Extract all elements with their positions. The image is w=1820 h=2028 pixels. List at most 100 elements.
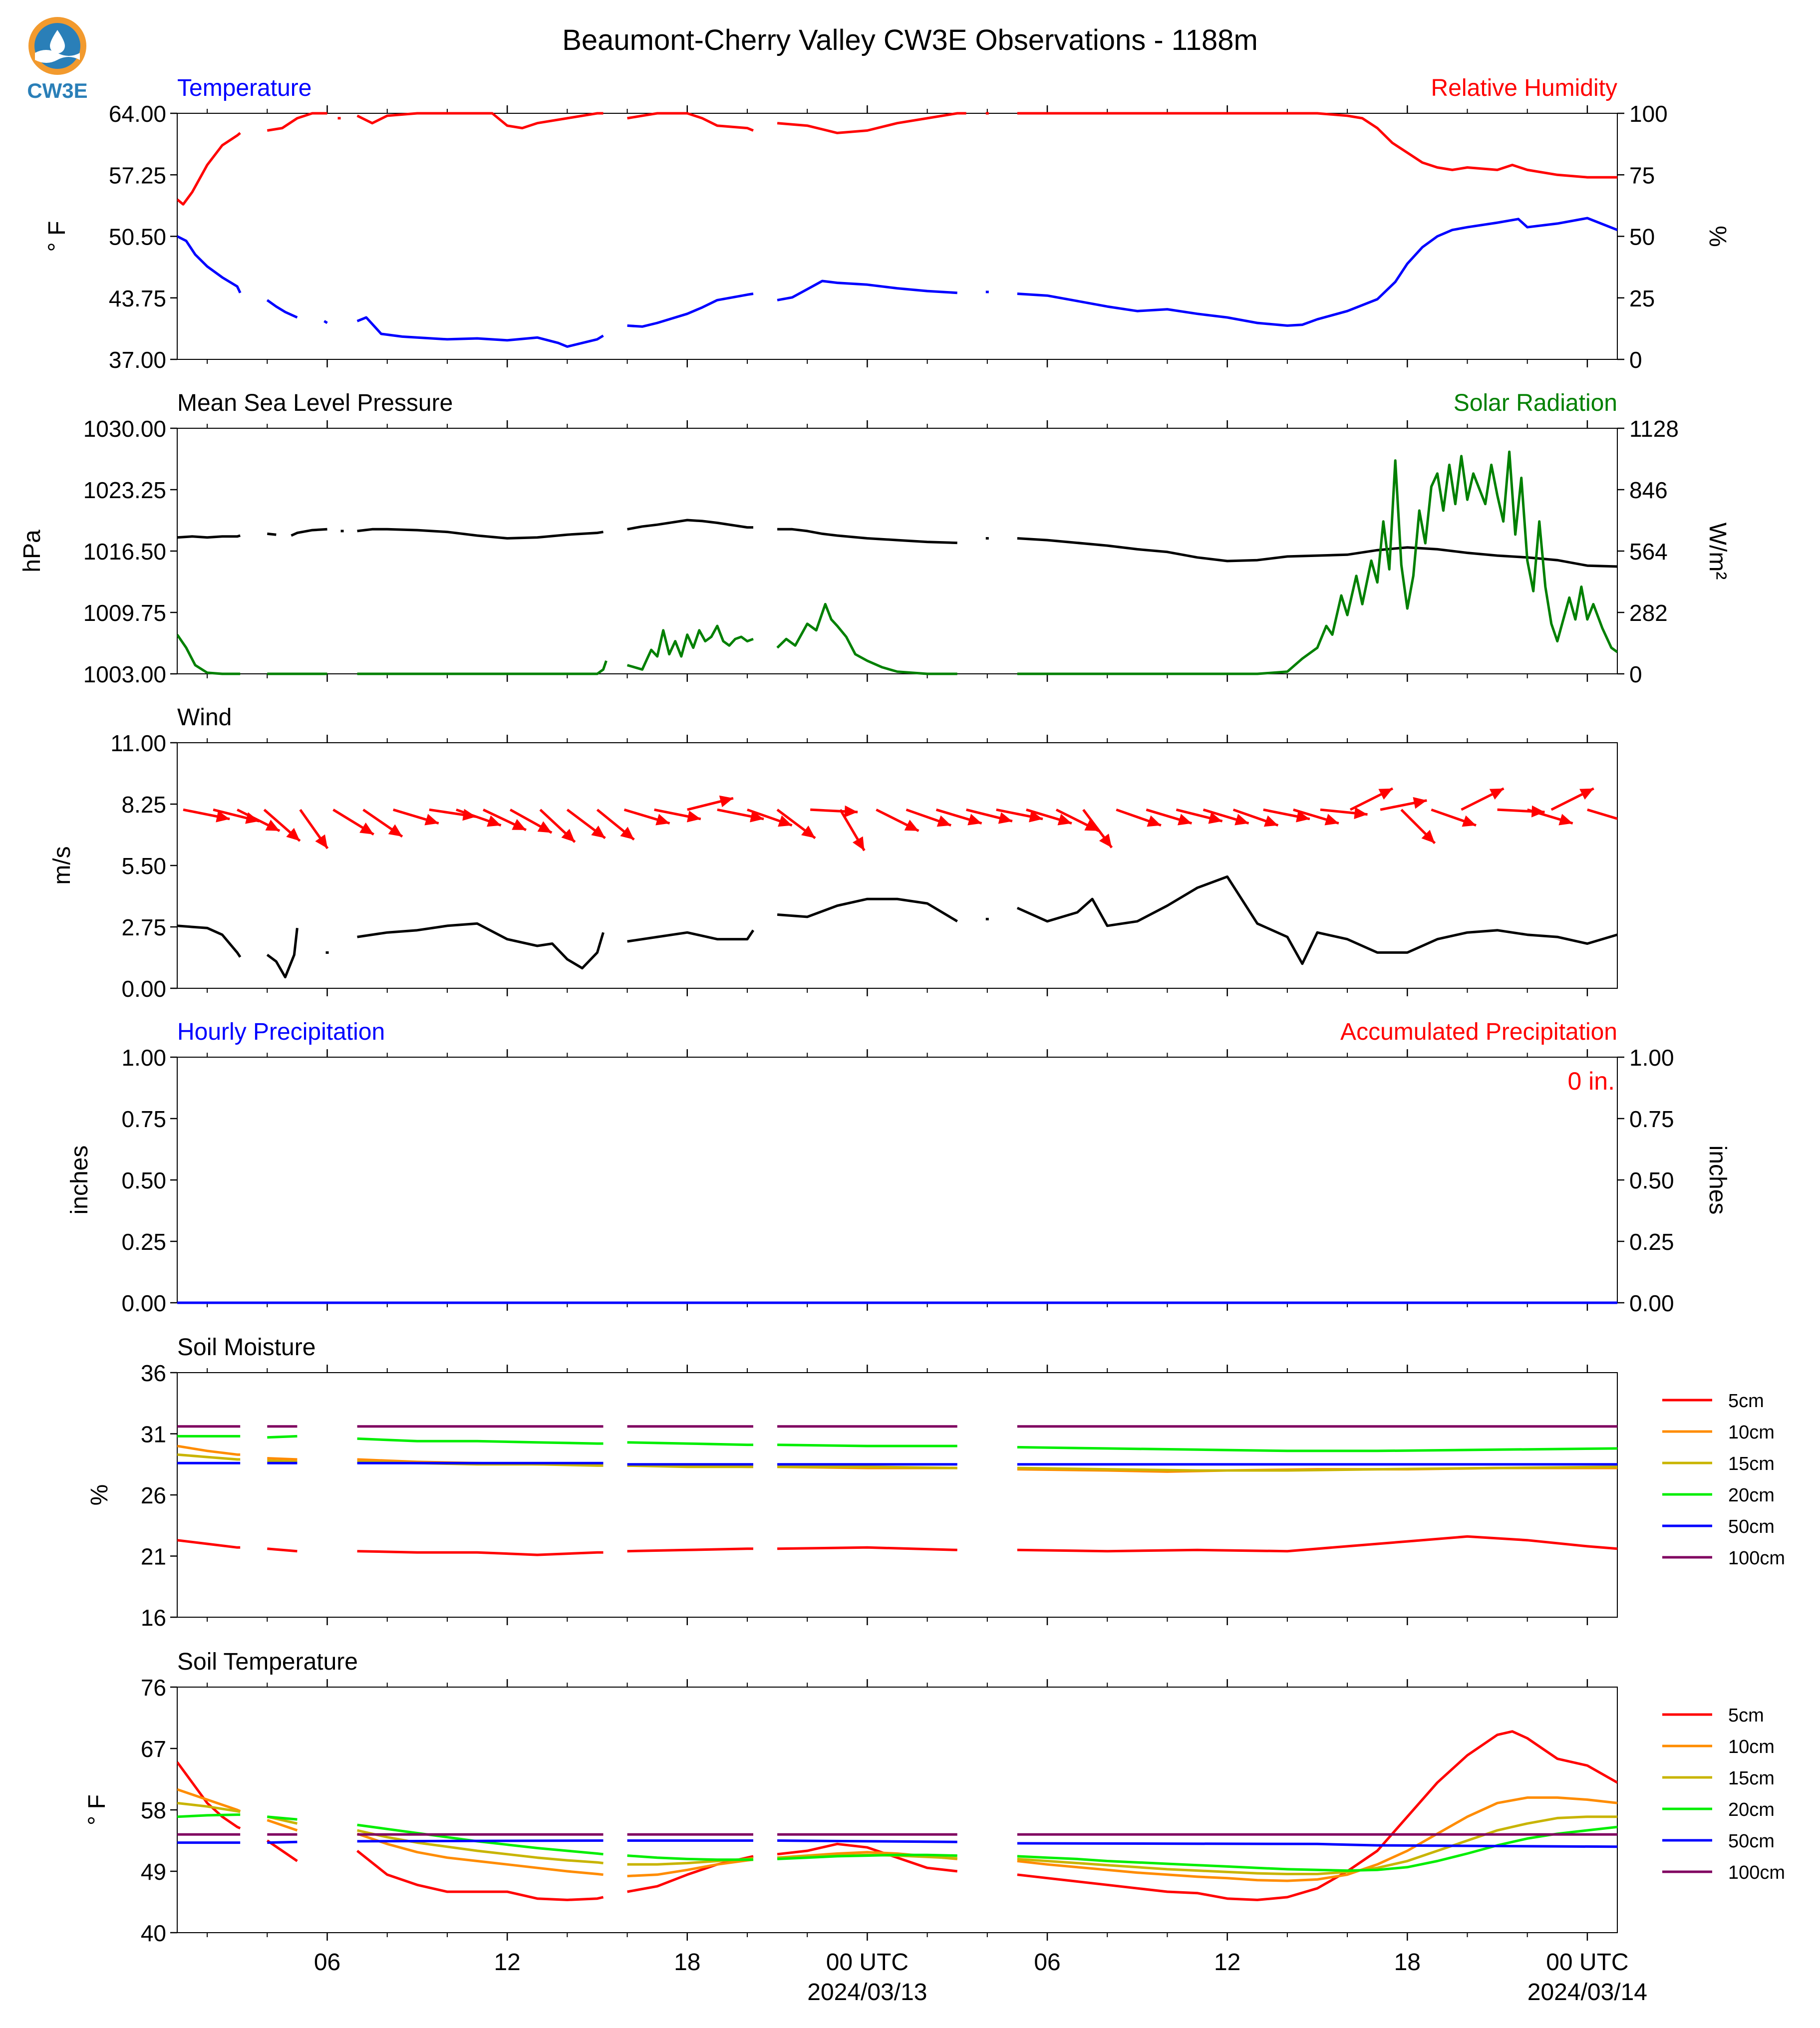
x-tick-label: 06 bbox=[1034, 1949, 1060, 1976]
series-mean-sea-level-pressure-line bbox=[177, 534, 241, 539]
panel-pressure_solar: 1003.00 1009.75 1016.50 1023.25 1030.00 0 282 5… bbox=[19, 390, 1731, 687]
y-right-tick-label: 1128 bbox=[1629, 416, 1679, 442]
y-right-tick-label: 0 bbox=[1629, 661, 1642, 687]
series-20cm-line bbox=[1017, 1446, 1617, 1452]
wind-arrow-head bbox=[1234, 814, 1249, 826]
panel-title-left: Soil Temperature bbox=[177, 1649, 358, 1675]
series-5cm-line bbox=[356, 1850, 604, 1901]
series-relative-humidity-line bbox=[356, 112, 604, 130]
wind-arrow-head bbox=[1208, 812, 1222, 824]
panel-title-left: Soil Moisture bbox=[177, 1334, 315, 1361]
legend-label: 15cm bbox=[1728, 1768, 1775, 1789]
wind-arrow-head bbox=[1421, 830, 1435, 844]
y-tick-label: 49 bbox=[141, 1859, 166, 1885]
series-group bbox=[177, 1730, 1617, 1901]
series-relative-humidity-line bbox=[267, 112, 327, 132]
y-tick-label: 1003.00 bbox=[83, 661, 166, 687]
wind-arrow-head bbox=[388, 824, 402, 837]
wind-arrow-head bbox=[512, 819, 526, 830]
series-temperature-line bbox=[1017, 217, 1617, 327]
series-temperature-line bbox=[356, 316, 604, 348]
series-group bbox=[177, 450, 1617, 675]
wind-arrow-head bbox=[1324, 814, 1339, 826]
series-wind-line bbox=[1016, 875, 1617, 965]
panel-title-right: Solar Radiation bbox=[1454, 390, 1617, 416]
y-axis-label: % bbox=[86, 1484, 113, 1506]
cw3e-logo: CW3E bbox=[27, 17, 88, 102]
series-20cm-line bbox=[357, 1823, 604, 1856]
wind-arrow-head bbox=[1029, 810, 1043, 823]
series-15cm-line bbox=[1017, 1815, 1617, 1875]
wind-arrow-head bbox=[1378, 788, 1393, 800]
series-20cm-line bbox=[357, 1437, 604, 1445]
series-relative-humidity-line bbox=[1017, 112, 1617, 179]
wind-arrow-head bbox=[904, 820, 919, 831]
wind-arrow-head bbox=[1099, 834, 1112, 848]
y-tick-label: 1030.00 bbox=[83, 416, 166, 442]
series-15cm-line bbox=[177, 1801, 241, 1813]
wind-arrow-head bbox=[750, 810, 764, 823]
panel-title-left: Hourly Precipitation bbox=[177, 1019, 385, 1045]
legend-label: 15cm bbox=[1728, 1453, 1775, 1474]
series-wind-line bbox=[627, 929, 755, 943]
y-axis-label: ° F bbox=[44, 221, 70, 252]
wind-arrow-head bbox=[1579, 788, 1594, 800]
y-tick-label: 1009.75 bbox=[83, 600, 166, 626]
wind-arrow-head bbox=[424, 814, 439, 826]
y-right-tick-label: 100 bbox=[1629, 101, 1668, 127]
series-relative-humidity-line bbox=[177, 132, 241, 206]
series-mean-sea-level-pressure-line bbox=[291, 528, 327, 537]
y-right-tick-label: 282 bbox=[1629, 600, 1668, 626]
wind-arrow-head bbox=[1354, 807, 1368, 819]
series-temperature-line bbox=[627, 292, 754, 328]
y-axis-label: hPa bbox=[19, 530, 45, 573]
y-tick-label: 40 bbox=[141, 1920, 166, 1946]
plot-frame bbox=[177, 1057, 1618, 1303]
x-tick-label: 18 bbox=[674, 1949, 700, 1976]
wind-arrow-head bbox=[844, 805, 858, 818]
series-5cm-line bbox=[267, 1547, 298, 1553]
y-tick-label: 26 bbox=[141, 1482, 166, 1508]
panel-title-right: Relative Humidity bbox=[1431, 75, 1617, 101]
x-tick-label: 18 bbox=[1394, 1949, 1421, 1976]
series-10cm-line bbox=[356, 1832, 604, 1876]
y-tick-label: 50.50 bbox=[109, 224, 166, 250]
wind-arrow-head bbox=[1462, 815, 1477, 827]
y-right-tick-label: 75 bbox=[1629, 162, 1655, 188]
wind-arrow-head bbox=[778, 815, 792, 827]
legend-label: 100cm bbox=[1728, 1862, 1785, 1883]
wind-arrow-head bbox=[998, 812, 1012, 824]
wind-arrow-head bbox=[686, 810, 701, 823]
series-50cm-line bbox=[1017, 1842, 1617, 1848]
series-solar-radiation-line bbox=[357, 660, 607, 675]
y-tick-label: 0.50 bbox=[121, 1167, 166, 1193]
series-solar-radiation-line bbox=[1017, 450, 1617, 675]
y-tick-label: 37.00 bbox=[109, 347, 166, 373]
x-tick-label: 00 UTC bbox=[826, 1949, 909, 1976]
x-tick-label: 06 bbox=[314, 1949, 340, 1976]
series-group bbox=[177, 1425, 1617, 1556]
series-50cm-line bbox=[777, 1839, 957, 1843]
y-right-tick-label: 25 bbox=[1629, 286, 1655, 311]
series-mean-sea-level-pressure-line bbox=[357, 528, 604, 540]
y-tick-label: 11.00 bbox=[110, 730, 166, 756]
panel-title-left: Mean Sea Level Pressure bbox=[177, 390, 453, 416]
legend-label: 5cm bbox=[1728, 1391, 1764, 1412]
y-axis-label: ° F bbox=[84, 1794, 110, 1825]
wind-arrow-head bbox=[936, 815, 951, 827]
wind-arrow-head bbox=[655, 814, 670, 826]
y-right-tick-label: 0.25 bbox=[1629, 1229, 1674, 1255]
series-5cm-line bbox=[777, 1842, 957, 1873]
y-right-axis-label: % bbox=[1704, 226, 1731, 247]
legend-label: 50cm bbox=[1728, 1516, 1775, 1537]
wind-arrow-head bbox=[216, 810, 230, 823]
series-temperature-line bbox=[266, 299, 298, 319]
y-tick-label: 16 bbox=[141, 1605, 166, 1631]
wind-arrow-head bbox=[1147, 815, 1161, 827]
series-mean-sea-level-pressure-line bbox=[1017, 537, 1617, 568]
plot-frame bbox=[177, 1687, 1618, 1933]
series-20cm-line bbox=[267, 1815, 298, 1821]
series-20cm-line bbox=[177, 1813, 241, 1818]
series-group bbox=[177, 112, 1617, 348]
